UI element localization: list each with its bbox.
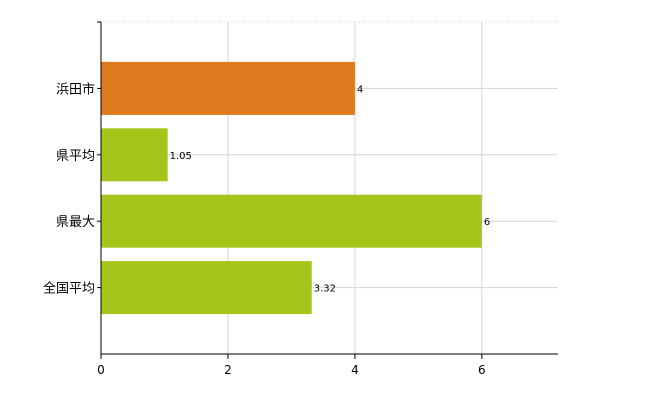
x-tick-label-1: 2 [224,363,232,377]
bars [101,61,482,315]
data-label-1: 1.05 [170,151,192,162]
bar-1 [101,128,168,182]
bar-2 [101,194,482,248]
bar-0 [101,61,355,115]
category-label-3: 全国平均 [43,281,95,297]
data-label-0: 4 [357,84,363,95]
data-label-2: 6 [484,217,490,228]
axes [97,21,558,359]
bar-3 [101,261,312,315]
x-tick-label-0: 0 [97,363,105,377]
category-label-2: 県最大 [56,215,95,230]
category-label-0: 浜田市 [56,81,95,97]
data-label-3: 3.32 [314,284,336,295]
category-label-1: 県平均 [56,149,95,164]
x-tick-label-3: 6 [478,363,486,377]
x-tick-label-2: 4 [351,363,359,377]
labels: 4 浜田市 1.05 県平均 6 県最大 3.32 全国平均 0 2 4 6 [43,81,490,377]
